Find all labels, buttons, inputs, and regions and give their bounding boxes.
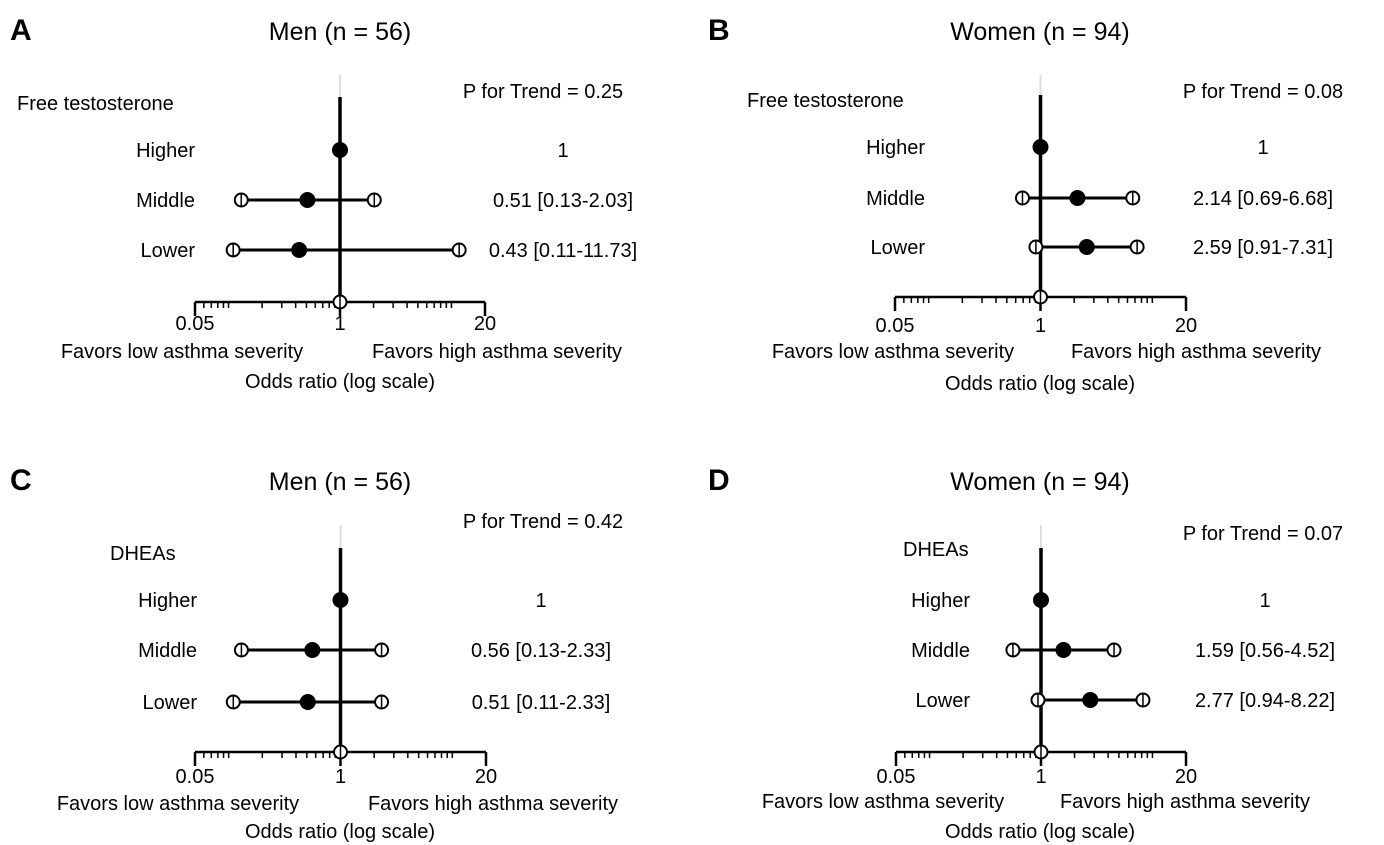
x-axis-title: Odds ratio (log scale) [245,821,435,843]
panel-title: Women (n = 94) [950,18,1129,46]
point-estimate [299,192,316,208]
favors-low-note: Favors low asthma severity [57,793,299,815]
row-label: Lower [141,240,196,262]
row-estimate-text: 1.59 [0.56-4.52] [1195,640,1335,662]
x-axis-title: Odds ratio (log scale) [945,821,1135,843]
row-label: Lower [871,237,926,259]
x-tick-label: 20 [474,313,496,335]
x-axis-title: Odds ratio (log scale) [245,371,435,393]
variable-label: DHEAs [110,543,176,565]
row-estimate-text: 1 [1259,590,1270,612]
favors-high-note: Favors high asthma severity [1060,791,1310,813]
x-tick-label: 0.05 [176,313,215,335]
favors-high-note: Favors high asthma severity [368,793,618,815]
row-estimate-text: 0.43 [0.11-11.73] [489,240,637,262]
point-estimate [332,592,349,608]
x-tick-label: 1 [334,313,345,335]
panel-letter: B [708,14,730,47]
point-estimate [1033,592,1049,608]
variable-label: Free testosterone [17,93,174,115]
favors-high-note: Favors high asthma severity [1071,341,1321,363]
row-estimate-text: 0.51 [0.13-2.03] [493,190,633,212]
x-tick-label: 1 [335,766,346,788]
point-estimate [299,694,316,710]
row-label: Lower [143,692,198,714]
row-label: Middle [138,640,197,662]
point-estimate [332,142,348,158]
row-label: Higher [136,140,195,162]
row-label: Higher [866,137,925,159]
row-estimate-text: 1 [557,140,568,162]
point-estimate [1069,190,1086,206]
row-estimate-text: 1 [1257,137,1268,159]
point-estimate [1082,692,1099,708]
variable-label: Free testosterone [747,90,904,112]
point-estimate [304,642,321,658]
x-tick-label: 1 [1035,766,1046,788]
favors-low-note: Favors low asthma severity [762,791,1004,813]
favors-low-note: Favors low asthma severity [61,341,303,363]
row-estimate-text: 2.77 [0.94-8.22] [1195,690,1335,712]
row-estimate-text: 0.56 [0.13-2.33] [471,640,611,662]
panel-letter: A [10,14,32,47]
p-trend-label: P for Trend = 0.42 [463,511,623,533]
row-estimate-text: 2.14 [0.69-6.68] [1193,188,1333,210]
row-label: Lower [916,690,971,712]
point-estimate [1032,139,1049,155]
x-tick-label: 20 [1175,315,1197,337]
favors-high-note: Favors high asthma severity [372,341,622,363]
panel-letter: C [10,464,32,497]
forest-panel-c: C Men (n = 56) DHEAs P for Trend = 0.42 0.05… [10,464,623,843]
x-tick-label: 20 [475,766,497,788]
point-estimate [1055,642,1072,658]
point-estimate [291,242,308,258]
x-axis-title: Odds ratio (log scale) [945,373,1135,395]
x-tick-label: 0.05 [176,766,215,788]
x-tick-label: 0.05 [876,315,915,337]
panel-letter: D [708,464,730,497]
row-label: Middle [136,190,195,212]
forest-panel-b: B Women (n = 94) Free testosterone P for Tr… [708,14,1343,395]
variable-label: DHEAs [903,539,969,561]
p-trend-label: P for Trend = 0.08 [1183,81,1343,103]
forest-panel-d: D Women (n = 94) DHEAs P for Trend = 0.07 0.… [708,464,1343,843]
row-label: Middle [866,188,925,210]
p-trend-label: P for Trend = 0.25 [463,81,623,103]
x-tick-label: 0.05 [877,766,916,788]
favors-low-note: Favors low asthma severity [772,341,1014,363]
row-label: Higher [138,590,197,612]
row-estimate-text: 0.51 [0.11-2.33] [472,692,611,714]
forest-panel-a: A Men (n = 56) Free testosterone P for Tren… [10,14,637,393]
x-tick-label: 1 [1035,315,1046,337]
panel-title: Women (n = 94) [950,468,1129,496]
row-estimate-text: 1 [535,590,546,612]
row-label: Middle [911,640,970,662]
row-label: Higher [911,590,970,612]
point-estimate [1078,239,1095,255]
x-tick-label: 20 [1175,766,1197,788]
panel-title: Men (n = 56) [269,468,411,496]
panel-title: Men (n = 56) [269,18,411,46]
row-estimate-text: 2.59 [0.91-7.31] [1193,237,1333,259]
p-trend-label: P for Trend = 0.07 [1183,523,1343,545]
